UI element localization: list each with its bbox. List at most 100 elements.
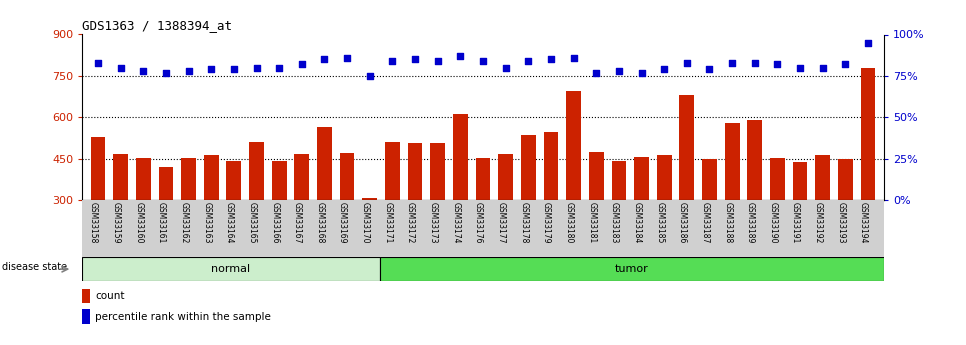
- Text: tumor: tumor: [615, 264, 649, 274]
- Point: [453, 53, 469, 59]
- Point: [679, 60, 695, 66]
- Text: percentile rank within the sample: percentile rank within the sample: [95, 312, 270, 322]
- Point: [294, 61, 309, 67]
- Text: GSM33189: GSM33189: [746, 202, 754, 243]
- Point: [271, 65, 287, 70]
- Text: GDS1363 / 1388394_at: GDS1363 / 1388394_at: [82, 19, 232, 32]
- Text: GSM33176: GSM33176: [474, 202, 483, 243]
- Bar: [385, 142, 400, 200]
- Text: GSM33183: GSM33183: [610, 202, 619, 243]
- Point: [543, 57, 558, 62]
- Text: GSM33190: GSM33190: [768, 202, 778, 243]
- Text: GSM33178: GSM33178: [520, 202, 528, 243]
- Bar: [295, 154, 309, 200]
- Bar: [204, 155, 218, 200]
- Point: [724, 60, 740, 66]
- Point: [611, 68, 627, 74]
- Text: GSM33177: GSM33177: [497, 202, 505, 243]
- Bar: [380, 257, 884, 281]
- Point: [475, 58, 491, 64]
- Bar: [82, 257, 380, 281]
- Point: [362, 73, 378, 79]
- Bar: [657, 155, 671, 200]
- Text: GSM33184: GSM33184: [633, 202, 641, 243]
- Point: [226, 67, 242, 72]
- Bar: [408, 143, 422, 200]
- Point: [249, 65, 265, 70]
- Bar: [498, 154, 513, 200]
- Text: GSM33194: GSM33194: [859, 202, 868, 243]
- Text: GSM33168: GSM33168: [316, 202, 325, 243]
- Point: [838, 61, 853, 67]
- Bar: [82, 309, 90, 324]
- Point: [430, 58, 445, 64]
- Bar: [226, 161, 242, 200]
- Point: [113, 65, 128, 70]
- Bar: [113, 154, 128, 200]
- Point: [339, 55, 355, 60]
- Point: [634, 70, 649, 75]
- Text: GSM33165: GSM33165: [247, 202, 257, 243]
- Point: [861, 40, 876, 46]
- Point: [588, 70, 604, 75]
- Text: GSM33167: GSM33167: [293, 202, 301, 243]
- Text: GSM33188: GSM33188: [724, 202, 732, 243]
- Text: GSM33166: GSM33166: [270, 202, 279, 243]
- Point: [384, 58, 400, 64]
- Bar: [815, 155, 830, 200]
- Text: GSM33181: GSM33181: [587, 202, 596, 243]
- Bar: [589, 152, 604, 200]
- Bar: [724, 123, 740, 200]
- Text: GSM33179: GSM33179: [542, 202, 551, 243]
- Bar: [793, 162, 808, 200]
- Bar: [566, 91, 581, 200]
- Point: [317, 57, 332, 62]
- Point: [747, 60, 762, 66]
- Point: [792, 65, 808, 70]
- Bar: [182, 158, 196, 200]
- Bar: [679, 95, 695, 200]
- Text: GSM33162: GSM33162: [180, 202, 188, 243]
- Bar: [340, 153, 355, 200]
- Bar: [271, 161, 287, 200]
- Bar: [158, 167, 173, 200]
- Text: GSM33163: GSM33163: [202, 202, 212, 243]
- Bar: [770, 158, 784, 200]
- Bar: [430, 143, 445, 200]
- Bar: [91, 137, 105, 200]
- Text: GSM33170: GSM33170: [360, 202, 370, 243]
- Text: GSM33185: GSM33185: [655, 202, 665, 243]
- Text: GSM33186: GSM33186: [678, 202, 687, 243]
- Text: GSM33192: GSM33192: [813, 202, 823, 243]
- Bar: [362, 198, 377, 200]
- Bar: [136, 158, 151, 200]
- Text: GSM33172: GSM33172: [406, 202, 415, 243]
- Bar: [748, 120, 762, 200]
- Point: [770, 61, 785, 67]
- Bar: [861, 68, 875, 200]
- Text: GSM33173: GSM33173: [429, 202, 438, 243]
- Text: GSM33187: GSM33187: [700, 202, 709, 243]
- Text: GSM33164: GSM33164: [225, 202, 234, 243]
- Point: [135, 68, 151, 74]
- Bar: [635, 157, 649, 200]
- Point: [566, 55, 582, 60]
- Bar: [317, 127, 331, 200]
- Bar: [838, 159, 853, 200]
- Point: [158, 70, 174, 75]
- Point: [657, 67, 672, 72]
- Bar: [453, 114, 468, 200]
- Point: [408, 57, 423, 62]
- Bar: [521, 135, 536, 200]
- Text: GSM33159: GSM33159: [112, 202, 121, 243]
- Point: [521, 58, 536, 64]
- Bar: [475, 158, 491, 200]
- Bar: [702, 159, 717, 200]
- Text: GSM33161: GSM33161: [156, 202, 166, 243]
- Text: GSM33160: GSM33160: [134, 202, 143, 243]
- Point: [815, 65, 831, 70]
- Point: [701, 67, 717, 72]
- Bar: [249, 142, 264, 200]
- Point: [181, 68, 196, 74]
- Text: GSM33174: GSM33174: [451, 202, 461, 243]
